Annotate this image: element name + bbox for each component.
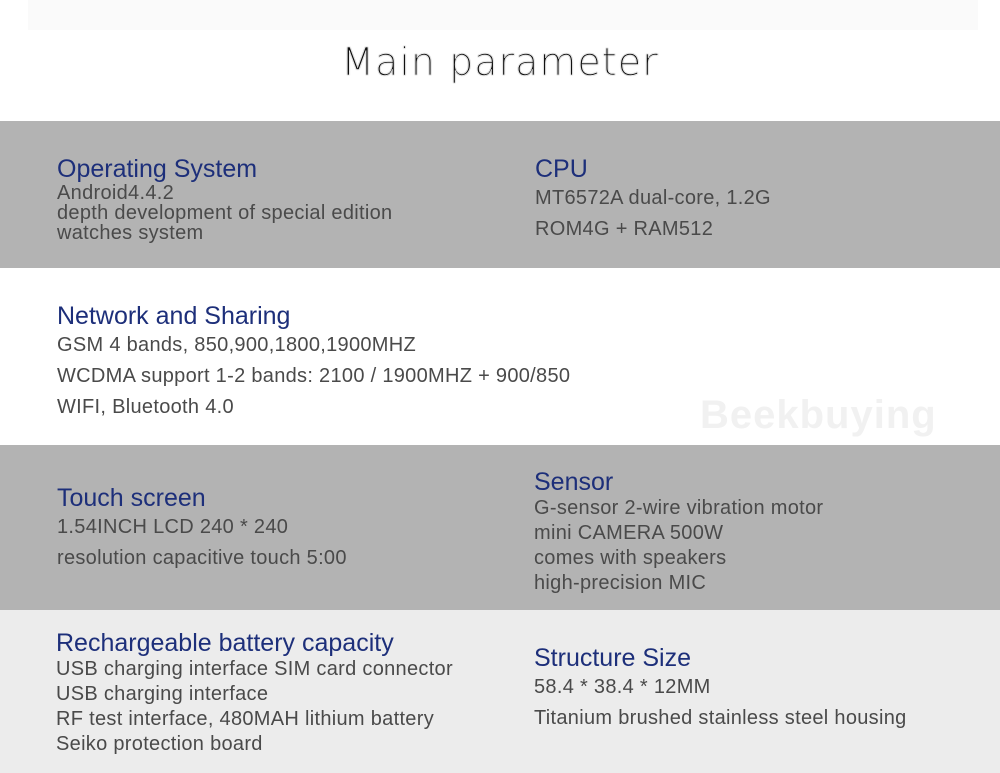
spec-line: watches system [57, 222, 204, 244]
section-heading: Operating System [57, 155, 258, 183]
section-operating-system: Operating System Android4.4.2 depth deve… [57, 155, 392, 243]
band-2 [0, 268, 1000, 445]
section-heading: Sensor [534, 468, 614, 496]
spec-line: depth development of special edition [57, 202, 393, 224]
section-heading: Structure Size [534, 644, 692, 672]
top-strip [28, 0, 978, 30]
spec-line: G-sensor 2-wire vibration motor [534, 497, 824, 519]
section-structure-size: Structure Size 58.4 * 38.4 * 12MM Titani… [534, 644, 907, 734]
spec-line: WCDMA support 1-2 bands: 2100 / 1900MHZ … [57, 365, 571, 387]
spec-line: Seiko protection board [56, 733, 263, 755]
section-heading: Rechargeable battery capacity [56, 629, 394, 657]
spec-line: MT6572A dual-core, 1.2G [535, 187, 771, 209]
spec-line: high-precision MIC [534, 572, 707, 594]
spec-line: Titanium brushed stainless steel housing [534, 707, 907, 729]
section-cpu: CPU MT6572A dual-core, 1.2G ROM4G + RAM5… [535, 155, 771, 245]
spec-line: Android4.4.2 [57, 182, 175, 204]
section-heading: Network and Sharing [57, 302, 291, 330]
spec-line: USB charging interface [56, 683, 269, 705]
section-heading: CPU [535, 155, 588, 183]
spec-line: resolution capacitive touch 5:00 [57, 547, 347, 569]
spec-line: GSM 4 bands, 850,900,1800,1900MHZ [57, 334, 417, 356]
section-network: Network and Sharing GSM 4 bands, 850,900… [57, 302, 570, 423]
watermark-logo: Beekbuying [700, 393, 937, 437]
spec-line: mini CAMERA 500W [534, 522, 724, 544]
band-1 [0, 121, 1000, 268]
section-touch-screen: Touch screen 1.54INCH LCD 240 * 240 reso… [57, 484, 347, 574]
band-3 [0, 445, 1000, 610]
spec-line: RF test interface, 480MAH lithium batter… [56, 708, 434, 730]
spec-line: USB charging interface SIM card connecto… [56, 658, 453, 680]
section-sensor: Sensor G-sensor 2-wire vibration motor m… [534, 468, 823, 596]
section-battery: Rechargeable battery capacity USB chargi… [56, 629, 453, 757]
spec-line: 58.4 * 38.4 * 12MM [534, 676, 711, 698]
spec-line: ROM4G + RAM512 [535, 218, 714, 240]
spec-line: comes with speakers [534, 547, 727, 569]
spec-line: WIFI, Bluetooth 4.0 [57, 396, 234, 418]
spec-line: 1.54INCH LCD 240 * 240 [57, 516, 289, 538]
section-heading: Touch screen [57, 484, 206, 512]
page-title: Main parameter [341, 40, 659, 85]
band-4 [0, 610, 1000, 773]
